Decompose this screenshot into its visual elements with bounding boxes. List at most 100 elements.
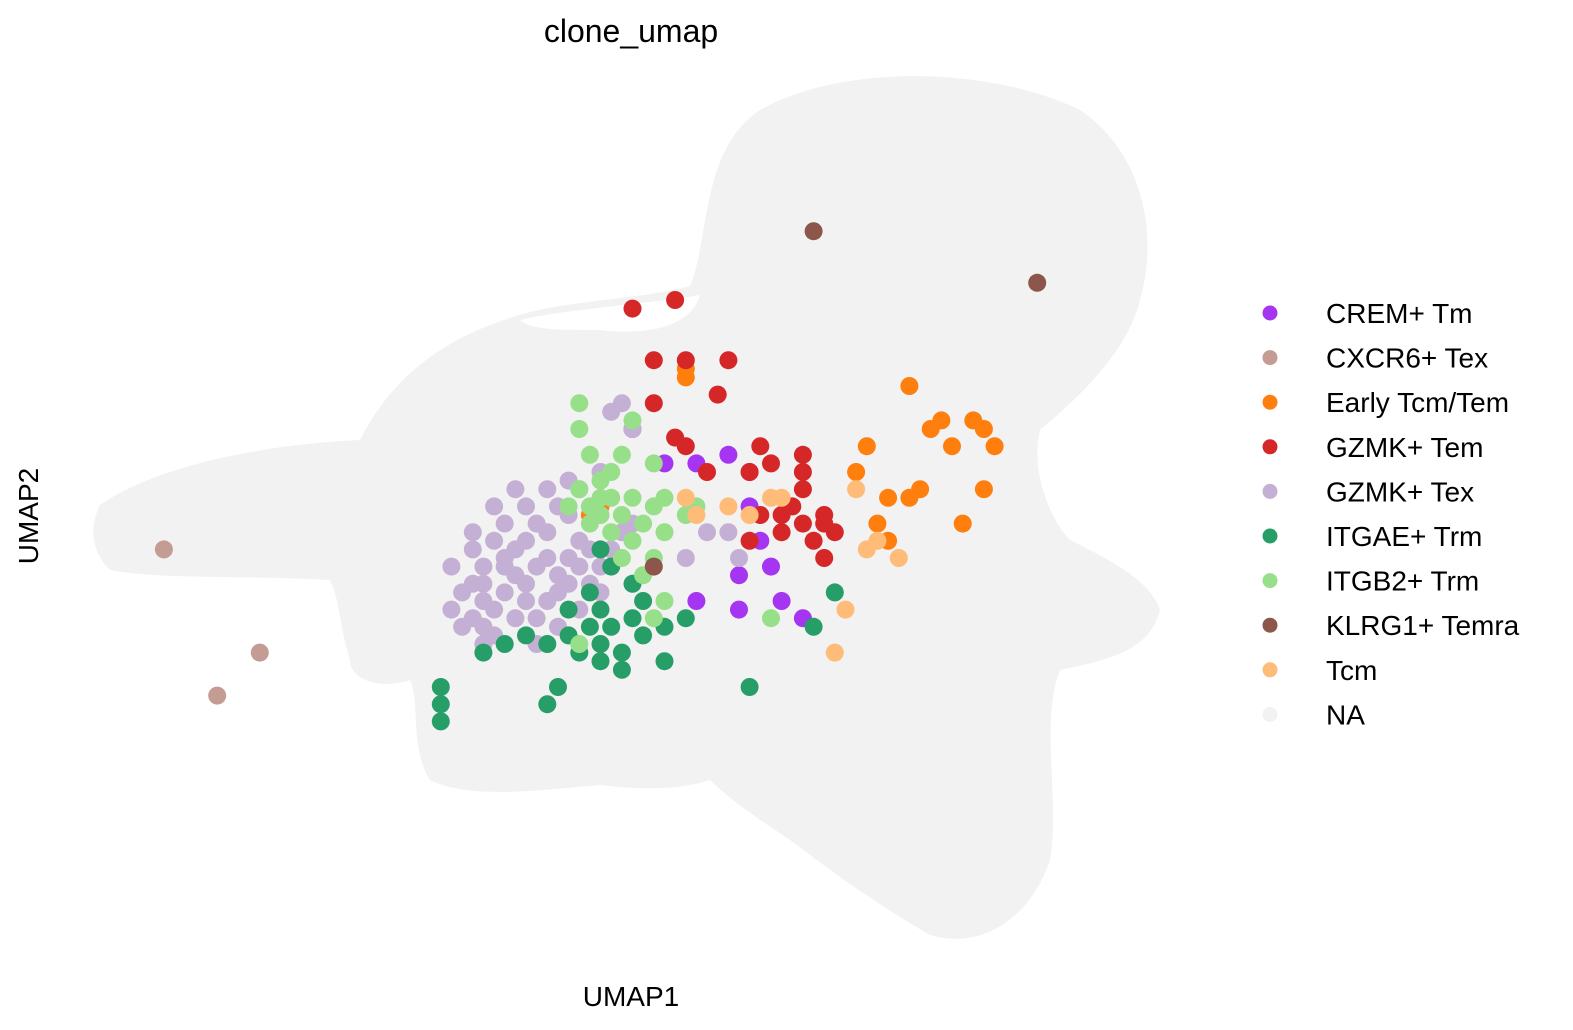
point-gzmk-tem-13 [793, 445, 812, 464]
point-cxcr6-tex-2 [208, 686, 227, 705]
point-crem-tm-9 [730, 600, 748, 619]
point-early-tcm-tem-10 [953, 514, 972, 533]
point-gzmk-tex-40 [506, 609, 525, 628]
point-gzmk-tem-3 [676, 351, 695, 370]
point-itgb2-trm-12 [602, 523, 621, 542]
point-gzmk-tex-50 [538, 480, 557, 499]
point-gzmk-tex-8 [538, 523, 557, 542]
point-crem-tm-8 [730, 566, 748, 585]
point-gzmk-tem-24 [740, 531, 759, 550]
point-early-tcm-tem-5 [943, 437, 961, 456]
point-gzmk-tex-36 [442, 600, 461, 619]
point-itgb2-trm-15 [570, 480, 589, 499]
point-itgae-trm-9 [634, 626, 653, 645]
point-itgb2-trm-25 [612, 445, 631, 464]
legend-label-gzmk-tex: GZMK+ Tex [1326, 476, 1474, 507]
point-klrg1-temra-0 [804, 222, 823, 241]
point-gzmk-tem-20 [825, 523, 844, 542]
na-cell-notch [520, 295, 700, 332]
point-gzmk-tem-2 [644, 351, 663, 370]
point-itgb2-trm-8 [655, 523, 674, 542]
point-itgb2-trm-28 [644, 609, 663, 628]
point-gzmk-tex-56 [474, 574, 493, 593]
point-gzmk-tex-48 [517, 497, 535, 516]
point-gzmk-tem-25 [751, 437, 770, 456]
point-gzmk-tex-54 [730, 549, 748, 567]
legend-label-tcm: Tcm [1326, 655, 1377, 686]
point-tcm-0 [676, 488, 695, 507]
point-gzmk-tem-14 [793, 480, 812, 499]
point-gzmk-tem-18 [804, 531, 823, 550]
point-itgae-trm-16 [495, 635, 514, 653]
point-itgb2-trm-21 [634, 514, 653, 533]
legend-label-gzmk-tem: GZMK+ Tem [1326, 432, 1483, 463]
point-itgb2-trm-24 [623, 411, 642, 430]
point-tcm-8 [836, 600, 855, 619]
point-crem-tm-7 [762, 557, 780, 576]
point-tcm-1 [719, 497, 738, 516]
point-itgb2-trm-16 [591, 471, 610, 490]
point-gzmk-tem-11 [762, 454, 780, 473]
point-itgb2-trm-31 [644, 454, 663, 473]
point-early-tcm-tem-7 [974, 420, 993, 438]
legend: CREM+ Tm CXCR6+ Tex Early Tcm/Tem GZMK+ Tem… [1262, 298, 1520, 730]
point-itgae-trm-10 [612, 643, 631, 662]
point-gzmk-tex-33 [485, 497, 504, 516]
point-early-tcm-tem-2 [900, 377, 919, 395]
legend-label-crem-tm: CREM+ Tm [1326, 298, 1473, 329]
point-early-tcm-tem-12 [857, 437, 876, 456]
y-axis-label: UMAP2 [13, 468, 44, 564]
legend-marker-na [1262, 706, 1278, 722]
point-crem-tm-10 [772, 592, 791, 610]
point-itgae-trm-5 [580, 617, 599, 636]
point-itgae-trm-31 [580, 583, 599, 602]
point-itgb2-trm-0 [570, 420, 589, 438]
x-axis-label: UMAP1 [583, 981, 679, 1012]
point-gzmk-tex-52 [676, 549, 695, 567]
point-early-tcm-tem-4 [932, 411, 951, 430]
legend-marker-tcm [1262, 662, 1278, 678]
point-klrg1-temra-2 [644, 557, 663, 576]
point-itgae-trm-8 [623, 609, 642, 628]
point-early-tcm-tem-13 [868, 514, 887, 533]
point-itgae-trm-18 [431, 678, 450, 696]
point-gzmk-tex-46 [570, 557, 589, 576]
point-gzmk-tex-35 [453, 583, 472, 602]
point-itgb2-trm-6 [623, 488, 642, 507]
point-itgae-trm-30 [559, 600, 578, 619]
point-early-tcm-tem-11 [847, 463, 866, 481]
legend-label-early-tcm-tem: Early Tcm/Tem [1326, 387, 1509, 418]
legend-marker-cxcr6-tex [1262, 350, 1278, 366]
point-gzmk-tex-13 [474, 557, 493, 576]
point-itgae-trm-6 [591, 635, 610, 653]
legend-label-cxcr6-tex: CXCR6+ Tex [1326, 343, 1488, 374]
point-itgb2-trm-26 [762, 609, 780, 628]
point-gzmk-tex-23 [538, 549, 557, 567]
point-gzmk-tex-18 [485, 600, 504, 619]
point-gzmk-tex-42 [527, 609, 546, 628]
point-itgb2-trm-14 [559, 497, 578, 516]
point-itgae-trm-17 [474, 643, 493, 662]
point-itgb2-trm-27 [655, 592, 674, 610]
point-itgae-trm-7 [602, 617, 621, 636]
legend-marker-itgb2-trm [1262, 573, 1278, 589]
point-itgb2-trm-1 [570, 394, 589, 413]
point-gzmk-tex-57 [495, 557, 514, 576]
point-tcm-7 [889, 549, 908, 567]
point-itgb2-trm-29 [570, 635, 589, 653]
point-gzmk-tem-6 [644, 394, 663, 413]
point-itgb2-trm-22 [655, 488, 674, 507]
point-gzmk-tem-19 [815, 549, 834, 567]
point-itgae-trm-3 [634, 592, 653, 610]
point-gzmk-tex-61 [463, 523, 482, 542]
point-itgae-trm-20 [431, 712, 450, 731]
point-crem-tm-3 [719, 445, 738, 464]
legend-marker-itgae-trm [1262, 528, 1278, 544]
point-itgae-trm-15 [517, 626, 535, 645]
point-itgae-trm-0 [591, 540, 610, 559]
point-tcm-11 [687, 506, 706, 524]
chart-title: clone_umap [544, 13, 718, 49]
point-gzmk-tem-9 [698, 463, 716, 481]
legend-marker-crem-tm [1262, 305, 1278, 321]
point-gzmk-tex-49 [506, 480, 525, 499]
